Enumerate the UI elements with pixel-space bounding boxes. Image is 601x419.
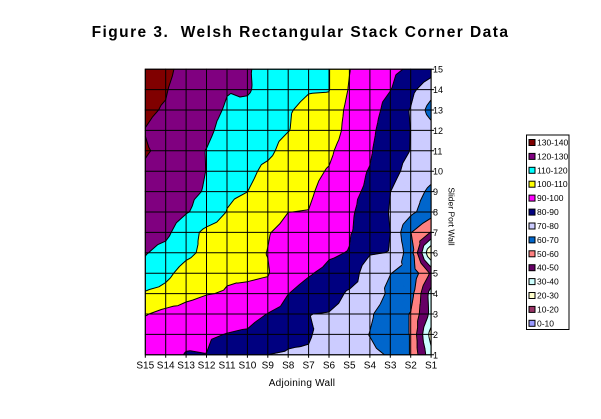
svg-text:110-120: 110-120 [537,165,568,175]
svg-text:8: 8 [433,208,438,218]
svg-text:30-40: 30-40 [537,277,559,287]
svg-text:Figure 3. Welsh Rectangular S: Figure 3. Welsh Rectangular Stack Corner… [92,24,510,41]
svg-text:80-90: 80-90 [537,207,559,217]
svg-text:2: 2 [433,330,438,340]
svg-text:13: 13 [433,106,443,116]
svg-text:S11: S11 [218,361,235,372]
svg-text:100-110: 100-110 [537,179,568,189]
svg-text:S7: S7 [302,361,315,372]
svg-text:6: 6 [433,248,438,258]
svg-text:S8: S8 [282,361,295,372]
svg-text:130-140: 130-140 [537,138,568,148]
svg-text:7: 7 [433,228,438,238]
svg-text:S15: S15 [136,361,154,372]
svg-text:20-30: 20-30 [537,291,559,301]
svg-text:10-20: 10-20 [537,304,559,314]
svg-text:10: 10 [433,167,443,177]
svg-text:1: 1 [433,350,438,360]
svg-text:120-130: 120-130 [537,151,568,161]
svg-text:40-50: 40-50 [537,263,559,273]
svg-text:70-80: 70-80 [537,221,559,231]
svg-text:9: 9 [433,187,438,197]
svg-text:5: 5 [433,269,438,279]
svg-text:15: 15 [433,65,443,75]
svg-text:S4: S4 [364,361,377,372]
svg-text:11: 11 [433,146,442,156]
svg-text:Adjoining Wall: Adjoining Wall [269,378,336,389]
svg-text:S5: S5 [343,361,356,372]
svg-text:Slider Port Wall: Slider Port Wall [447,187,457,245]
svg-text:S3: S3 [384,361,397,372]
svg-text:4: 4 [433,289,438,299]
svg-text:S10: S10 [239,361,257,372]
svg-text:S1: S1 [425,361,438,372]
svg-text:S2: S2 [405,361,418,372]
svg-text:S12: S12 [198,361,216,372]
svg-text:0-10: 0-10 [537,318,554,328]
svg-text:S13: S13 [177,361,195,372]
svg-text:90-100: 90-100 [537,193,564,203]
svg-text:3: 3 [433,310,438,320]
svg-text:S6: S6 [323,361,336,372]
svg-text:14: 14 [433,85,443,95]
svg-text:S14: S14 [157,361,175,372]
svg-text:S9: S9 [262,361,275,372]
svg-text:50-60: 50-60 [537,249,559,259]
svg-text:12: 12 [433,126,443,136]
svg-text:60-70: 60-70 [537,235,559,245]
